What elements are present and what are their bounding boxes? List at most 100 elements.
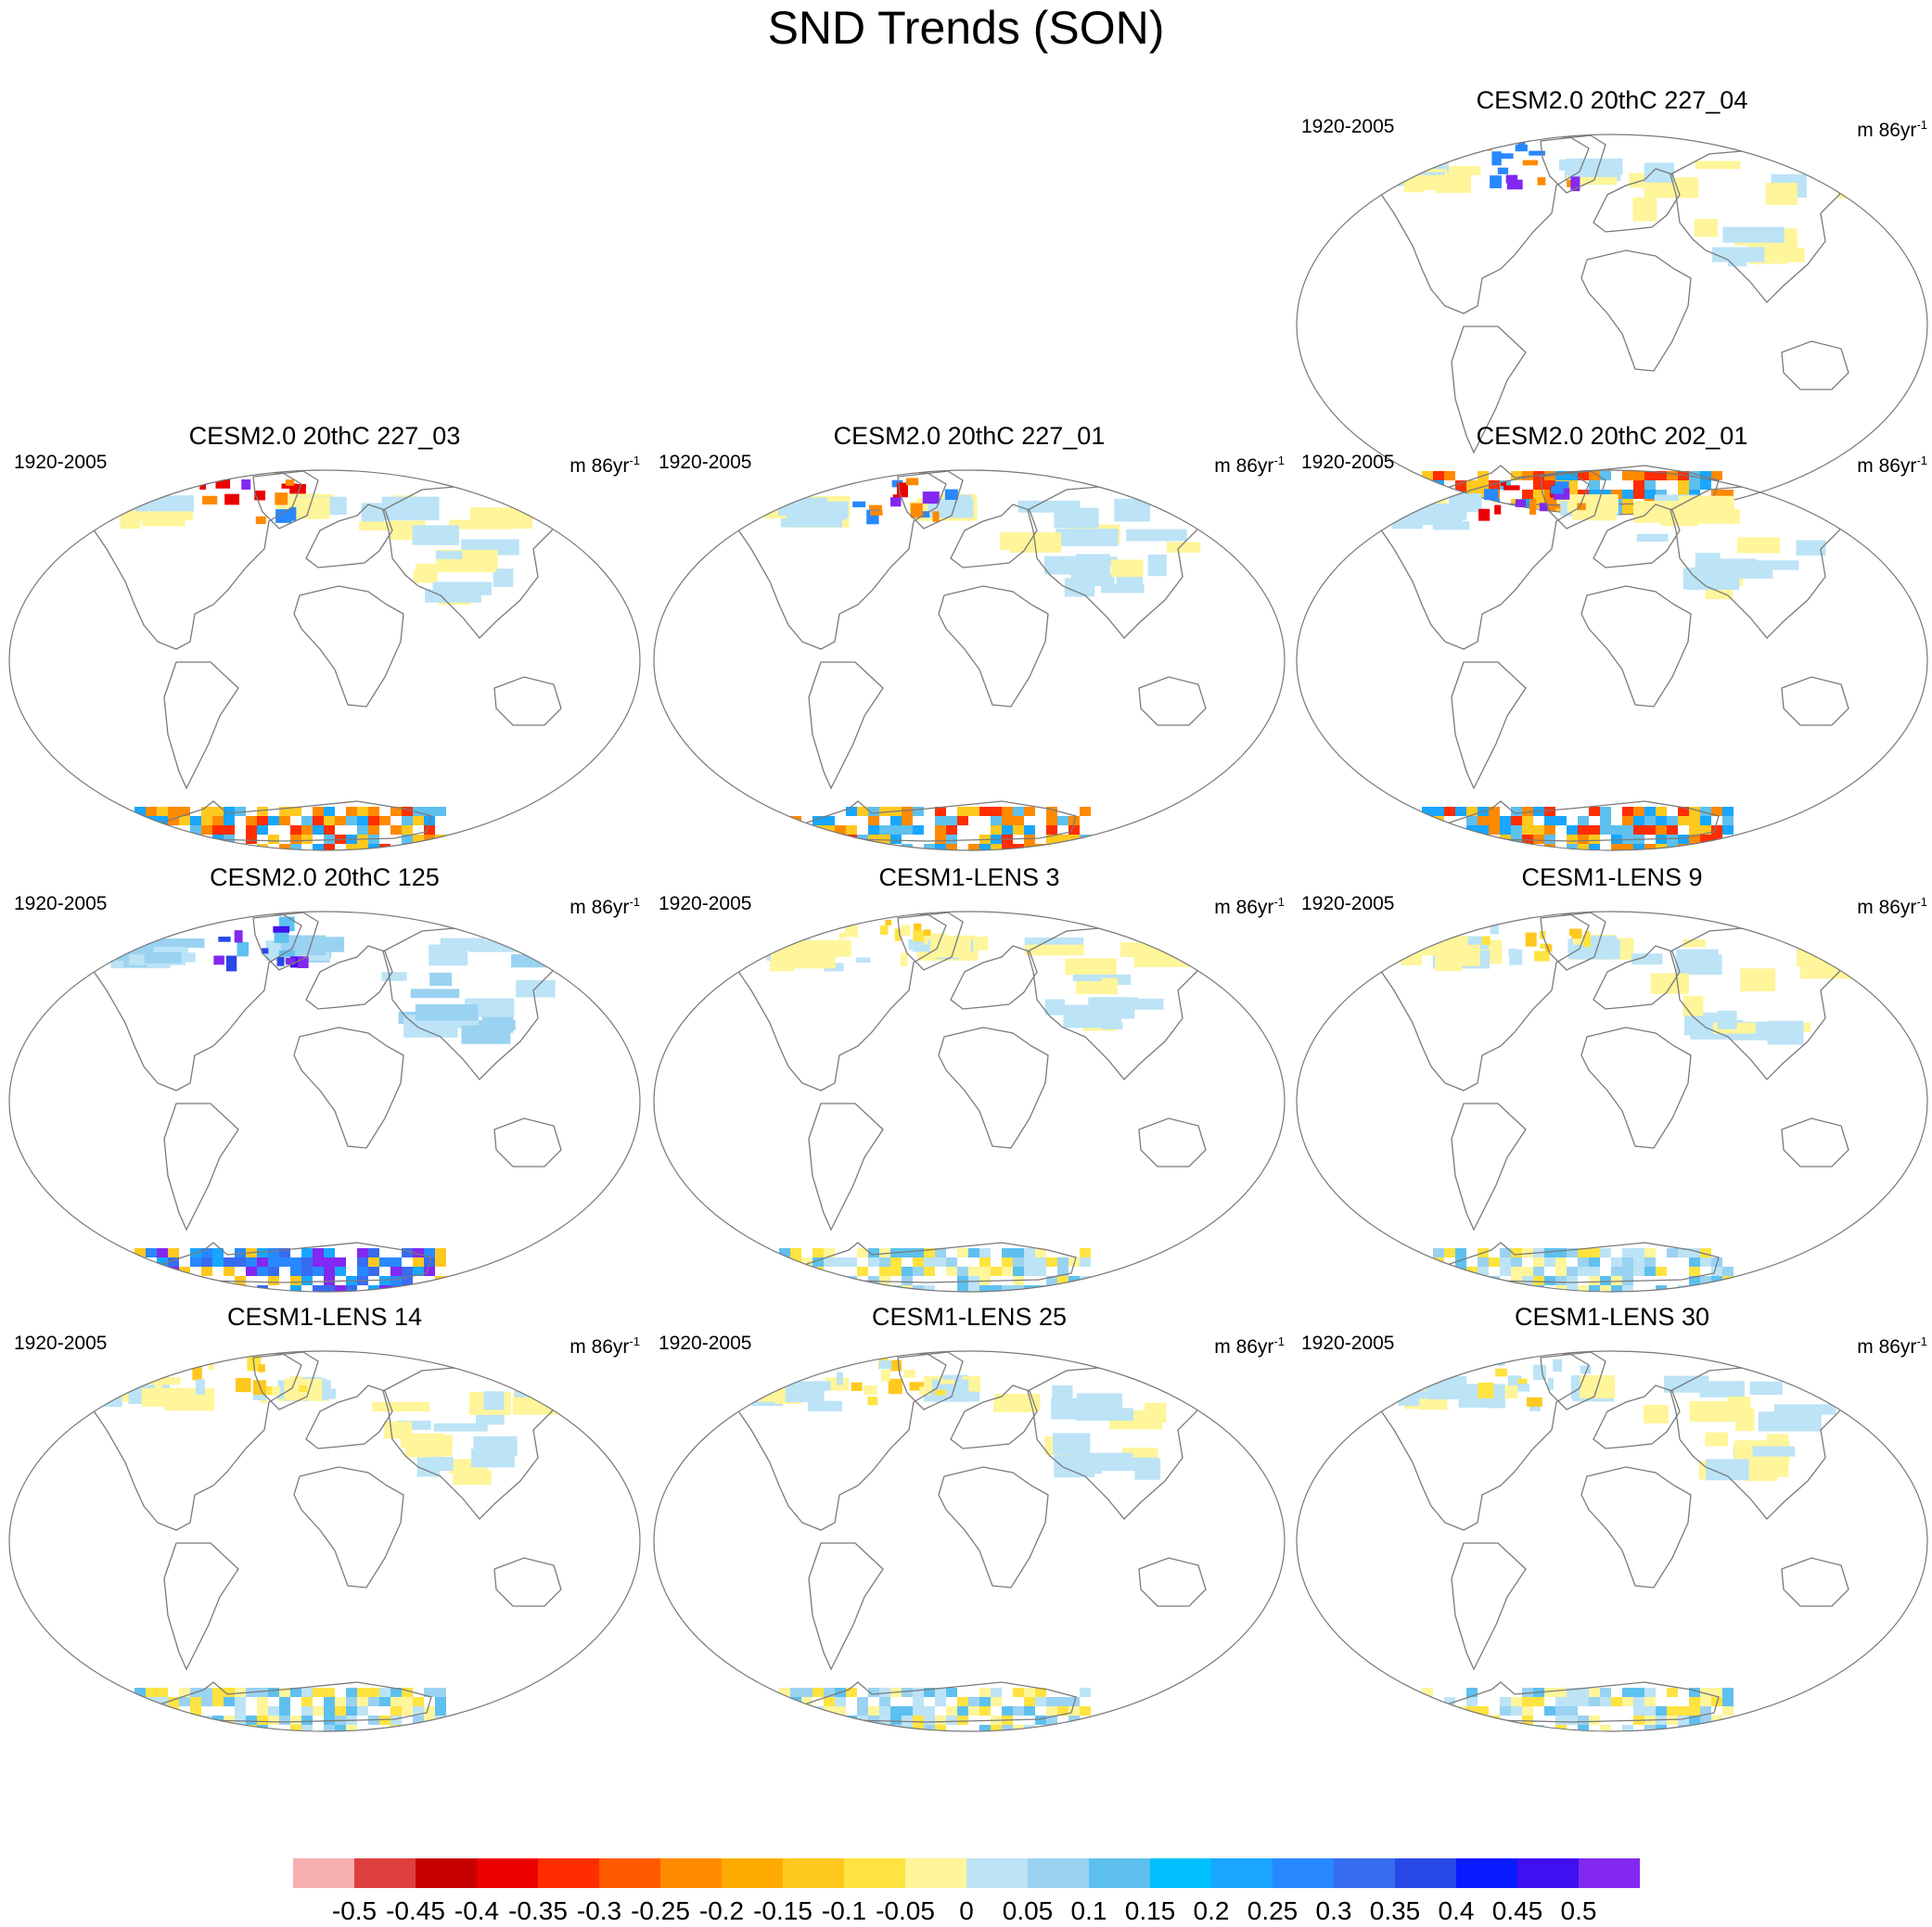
trend-cell	[1555, 481, 1569, 489]
colorbar-label: -0.1	[822, 1896, 866, 1925]
trend-cell	[1644, 844, 1656, 850]
units-base: m 86yr	[1857, 455, 1917, 477]
trend-cell	[1678, 816, 1689, 825]
coastline	[252, 1351, 319, 1410]
trend-cell	[1489, 844, 1500, 850]
trend-cell	[1466, 1285, 1478, 1292]
units-base: m 86yr	[569, 455, 630, 477]
trend-cell	[179, 1697, 190, 1706]
trend-cell	[1056, 529, 1119, 546]
colorbar-label: -0.45	[386, 1896, 445, 1925]
trend-cell	[413, 1706, 424, 1716]
trend-cell	[1522, 1716, 1533, 1725]
trend-cell	[224, 1285, 235, 1292]
trend-cell	[134, 807, 146, 816]
coastline	[1781, 676, 1849, 726]
trend-cell	[1075, 977, 1119, 994]
trend-cell	[257, 1725, 268, 1731]
trend-cell	[1422, 1716, 1433, 1725]
trend-cell	[1057, 1267, 1068, 1276]
trend-cell	[1522, 825, 1533, 835]
trend-cell	[1478, 1276, 1489, 1285]
trend-cell	[1422, 1688, 1433, 1697]
map-boundary	[1296, 911, 1928, 1293]
trend-cell	[1466, 807, 1478, 816]
trend-cell	[324, 1706, 335, 1716]
trend-cell	[1489, 1725, 1500, 1731]
trend-cell	[902, 1248, 913, 1257]
trend-cell	[195, 1379, 205, 1395]
trend-cell	[935, 835, 946, 844]
trend-cell	[1690, 509, 1741, 524]
trend-cell	[1478, 1706, 1489, 1716]
trend-cell	[991, 844, 1002, 850]
trend-cell	[1583, 936, 1592, 948]
trend-cell	[397, 1420, 431, 1430]
trend-cell	[979, 1267, 991, 1276]
trend-cell	[991, 1267, 1002, 1276]
coastline	[806, 1242, 1077, 1283]
trend-cell	[890, 816, 902, 825]
trend-cell	[301, 1688, 313, 1697]
trend-cell	[379, 1716, 390, 1725]
trend-cell	[1689, 1276, 1700, 1285]
trend-cell	[1522, 471, 1533, 480]
coastline	[1451, 1542, 1527, 1671]
trend-cell	[246, 825, 257, 835]
trend-cell	[1500, 1706, 1511, 1716]
trend-cell	[324, 1276, 335, 1285]
colorbar-label: 0.2	[1194, 1896, 1230, 1925]
trend-cell	[1025, 944, 1084, 956]
trend-cell	[1544, 835, 1555, 844]
trend-cell	[879, 1716, 890, 1725]
trend-cell	[290, 1285, 301, 1292]
trend-cell	[1466, 825, 1478, 835]
trend-cell	[1578, 1725, 1589, 1731]
coastline	[161, 1242, 432, 1283]
trend-cell	[224, 1267, 235, 1276]
trend-cell	[313, 1248, 324, 1257]
map-boundary	[653, 469, 1286, 851]
trend-cell	[1622, 807, 1633, 816]
trend-cell	[146, 1267, 157, 1276]
colorbar-label: -0.3	[577, 1896, 621, 1925]
trend-cell	[1567, 1285, 1578, 1292]
trend-cell	[1572, 937, 1589, 945]
trend-cell	[1533, 1257, 1544, 1267]
trend-cell	[1489, 807, 1500, 816]
trend-cell	[846, 844, 857, 850]
trend-cell	[435, 1688, 446, 1697]
trend-cell	[179, 835, 190, 844]
trend-cell	[1526, 1397, 1542, 1407]
trend-cell	[335, 1697, 346, 1706]
trend-cell	[235, 807, 246, 816]
trend-cell	[381, 496, 440, 521]
trend-cell	[301, 1725, 313, 1731]
trend-cell	[1667, 471, 1678, 480]
trend-cell	[324, 1248, 335, 1257]
trend-cell	[413, 569, 438, 583]
trend-cell	[1555, 1706, 1567, 1716]
coastline	[1138, 1557, 1207, 1607]
trend-cell	[1689, 816, 1700, 825]
trend-cell	[1678, 480, 1689, 490]
trend-cell	[790, 1725, 801, 1731]
trend-cell	[1511, 816, 1522, 825]
trend-cell	[1489, 825, 1500, 835]
trend-cell	[879, 825, 890, 835]
panel-title: CESM1-LENS 14	[226, 1303, 423, 1331]
coastline	[161, 1681, 432, 1723]
trend-cell	[157, 835, 168, 844]
trend-cell	[1024, 825, 1035, 835]
trend-cell	[390, 1706, 402, 1716]
trend-cell	[346, 1706, 357, 1716]
trend-cell	[1478, 825, 1489, 835]
trend-cell	[902, 844, 913, 850]
trend-cell	[1537, 177, 1546, 185]
trend-cell	[1466, 480, 1478, 490]
trend-cell	[1544, 1276, 1555, 1285]
units-exponent: -1	[1273, 453, 1285, 467]
trend-cell	[1622, 508, 1633, 515]
trend-cell	[224, 493, 240, 505]
trend-cell	[991, 1688, 1002, 1697]
